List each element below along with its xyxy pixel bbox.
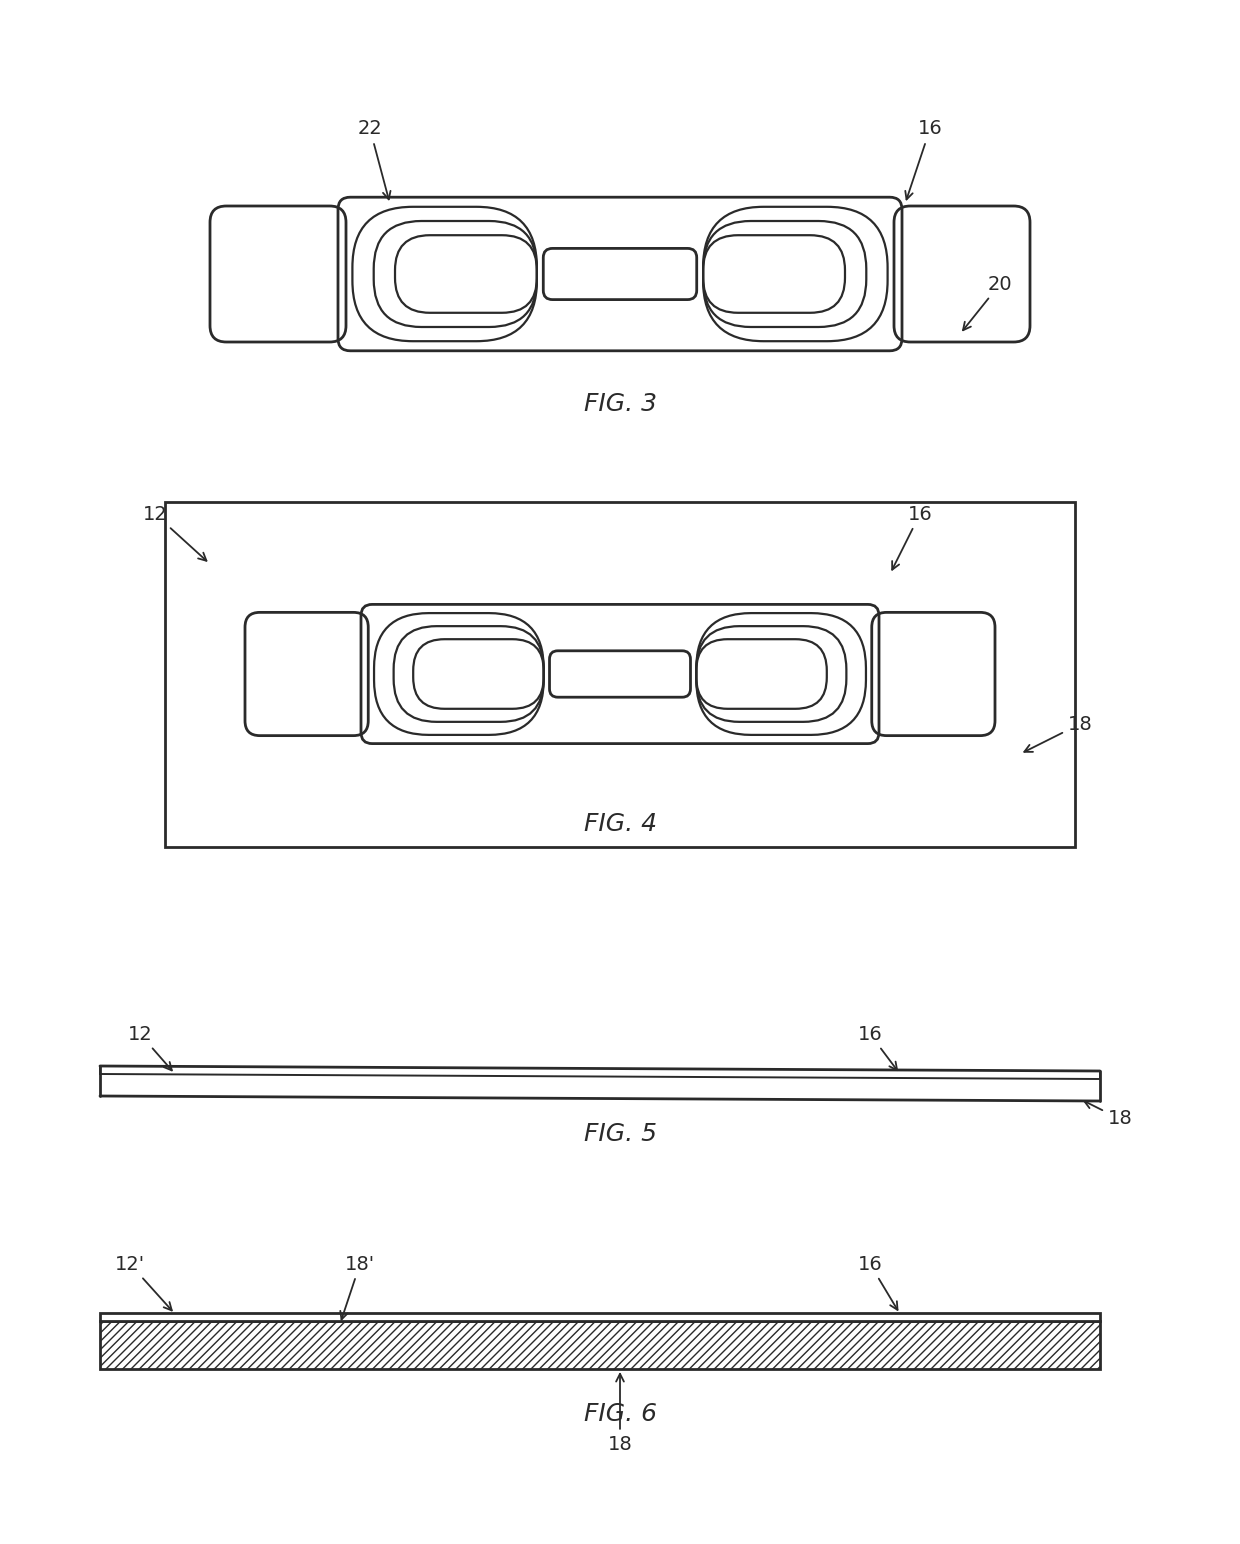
Text: 16: 16 (858, 1025, 897, 1070)
Text: 16: 16 (892, 505, 932, 570)
Text: 16: 16 (905, 119, 942, 199)
Bar (165, 502, 1075, 846)
Text: 18: 18 (1024, 715, 1092, 752)
Text: 20: 20 (963, 275, 1012, 330)
Text: FIG. 4: FIG. 4 (584, 812, 656, 835)
Text: FIG. 3: FIG. 3 (584, 392, 656, 415)
Text: 12: 12 (143, 505, 206, 560)
Text: 22: 22 (357, 119, 391, 199)
Text: 18': 18' (340, 1254, 374, 1320)
Text: 12: 12 (128, 1025, 172, 1070)
Text: FIG. 5: FIG. 5 (584, 1122, 656, 1146)
Text: 12': 12' (115, 1254, 172, 1311)
Text: FIG. 6: FIG. 6 (584, 1402, 656, 1427)
Text: 18: 18 (1084, 1101, 1132, 1129)
Bar (100, 1312, 1100, 1322)
Text: 16: 16 (858, 1254, 898, 1309)
Text: 18: 18 (608, 1374, 632, 1453)
Bar (100, 1322, 1100, 1370)
